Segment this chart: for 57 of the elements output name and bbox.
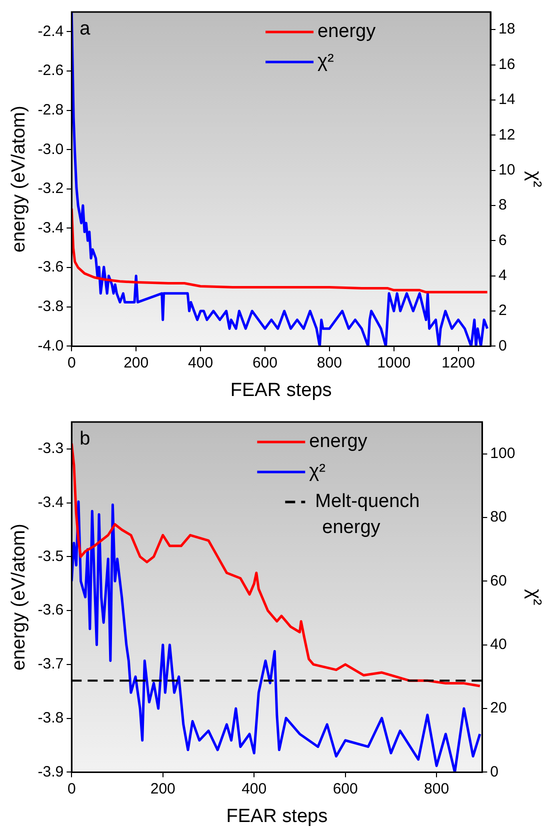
y-tick-label: -3.4 — [38, 219, 64, 236]
y-tick-label: -3.0 — [38, 140, 64, 158]
y-tick-label: -2.6 — [38, 62, 64, 80]
chart-title: b — [80, 428, 90, 450]
y-axis-title: energy (eV/atom) — [8, 106, 30, 252]
x-axis-title: FEAR steps — [230, 380, 332, 401]
y-axis-title: energy (eV/atom) — [8, 524, 30, 670]
x-tick-label: 200 — [150, 780, 176, 798]
x-tick-label: 200 — [124, 354, 149, 372]
y2-tick-label: 12 — [498, 126, 516, 144]
y2-tick-label: 16 — [498, 56, 516, 73]
x-tick-label: 800 — [316, 354, 342, 372]
y2-tick-label: 40 — [490, 636, 507, 653]
y-tick-label: -3.6 — [38, 258, 64, 276]
x-tick-label: 800 — [424, 780, 450, 798]
x-tick-label: 400 — [188, 354, 214, 372]
legend-label: Melt-quench energy — [315, 491, 420, 538]
x-tick-label: 600 — [252, 354, 278, 372]
y2-tick-label: 4 — [498, 266, 507, 284]
x-tick-label: 600 — [332, 780, 358, 798]
y2-tick-label: 80 — [490, 508, 507, 526]
y2-tick-label: 18 — [498, 20, 516, 38]
y2-tick-label: 14 — [498, 91, 516, 108]
chart-title: a — [80, 18, 91, 40]
y-tick-label: -3.8 — [38, 298, 64, 316]
x-axis-title: FEAR steps — [226, 806, 328, 827]
y-tick-label: -4.0 — [38, 337, 64, 354]
y2-tick-label: 8 — [498, 196, 507, 214]
y-tick-label: -3.7 — [38, 656, 64, 673]
y-tick-label: -3.9 — [38, 763, 64, 780]
x-tick-label: 0 — [67, 354, 76, 372]
y2-tick-label: 0 — [490, 763, 499, 780]
y-tick-label: -2.8 — [38, 101, 64, 118]
y-tick-label: -3.4 — [38, 494, 64, 511]
y-tick-label: -3.5 — [38, 548, 64, 565]
y-tick-label: -2.4 — [38, 22, 64, 40]
y2-tick-label: 60 — [490, 572, 507, 590]
y2-tick-label: 20 — [490, 700, 507, 717]
x-tick-label: 1200 — [442, 354, 475, 372]
y2-axis-title: χ² — [523, 588, 544, 606]
y-tick-label: -3.3 — [38, 440, 64, 458]
x-tick-label: 1000 — [377, 354, 411, 372]
x-tick-label: 400 — [242, 780, 267, 798]
y2-tick-label: 0 — [498, 337, 507, 354]
y-tick-label: -3.8 — [38, 709, 64, 726]
y2-axis-title: χ² — [523, 170, 544, 188]
y-tick-label: -3.6 — [38, 602, 64, 619]
x-tick-label: 0 — [67, 780, 76, 798]
legend-label: χ² — [309, 461, 326, 482]
y2-tick-label: 6 — [498, 232, 507, 249]
y2-tick-label: 100 — [490, 444, 516, 462]
legend-label: energy — [309, 431, 368, 452]
y-tick-label: -3.2 — [38, 180, 64, 198]
y2-tick-label: 2 — [498, 302, 507, 320]
y2-tick-label: 10 — [498, 161, 516, 178]
legend-label: χ² — [318, 51, 334, 72]
legend-label: energy — [318, 21, 376, 42]
